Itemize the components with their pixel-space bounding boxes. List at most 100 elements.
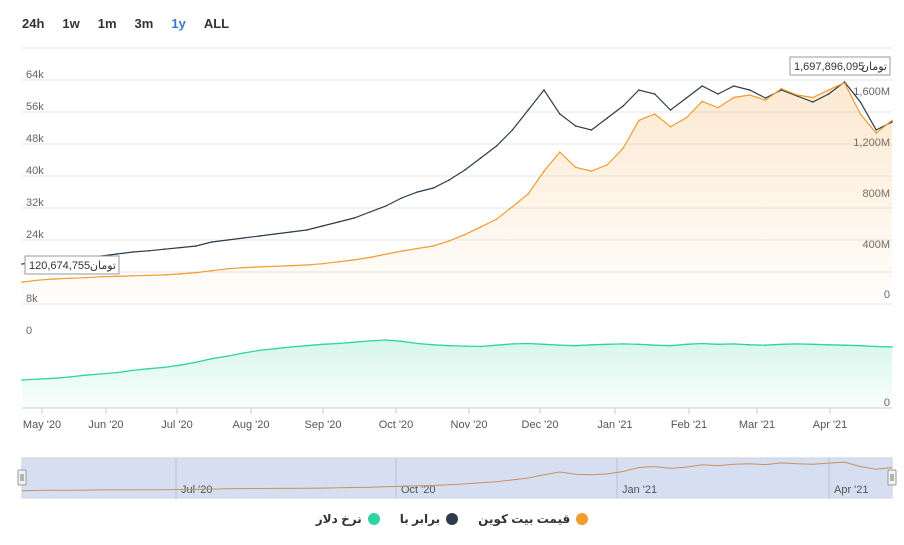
dollar-point	[733, 343, 735, 345]
range-24h-button[interactable]: 24h	[22, 16, 45, 31]
dollar-point	[495, 344, 498, 347]
dollar-point	[590, 343, 593, 346]
range-1m-button[interactable]: 1m	[97, 16, 117, 31]
equal-point	[179, 246, 181, 249]
legend-dollar[interactable]: نرخ دلار	[316, 512, 380, 526]
range-selector: 24h 1w 1m 3m 1y ALL	[22, 14, 247, 33]
dollar-point	[796, 343, 798, 345]
price-point	[827, 89, 830, 91]
equal-point	[464, 169, 466, 171]
equal-point	[827, 93, 830, 95]
equal-point	[385, 205, 387, 207]
price-point	[242, 266, 245, 269]
dollar-point	[147, 367, 150, 370]
equal-point	[369, 211, 371, 213]
equal-series-line	[21, 81, 893, 265]
navigator-tick: Jan '21	[622, 484, 657, 496]
legend-equal-label: برابر با	[399, 512, 441, 526]
price-point	[685, 117, 688, 119]
equal-point	[527, 109, 529, 111]
price-point	[432, 245, 435, 247]
x-tick-label: Feb '21	[671, 419, 707, 431]
navigator-right-handle	[887, 469, 897, 486]
chart-legend: قیمت بیت کوین برابر با نرخ دلار	[0, 512, 904, 526]
equal-point	[669, 109, 672, 111]
tooltip-min-unit: تومان	[90, 260, 116, 272]
dollar-point	[52, 377, 55, 380]
tooltip-max-unit: تومان	[861, 61, 887, 73]
price-point	[100, 275, 102, 278]
dollar-point	[527, 342, 529, 345]
dollar-point	[84, 374, 87, 377]
dollar-point	[274, 347, 276, 350]
price-point	[574, 166, 577, 169]
dollar-point	[827, 343, 830, 346]
dollar-point	[891, 346, 893, 348]
equal-point	[574, 125, 577, 127]
dollar-point	[638, 343, 640, 346]
range-1w-button[interactable]: 1w	[62, 16, 80, 31]
equal-point	[131, 251, 134, 253]
dollar-point	[131, 369, 134, 372]
equal-point	[211, 241, 213, 243]
price-point	[812, 96, 814, 99]
dollar-point	[21, 379, 23, 381]
legend-price-label: قیمت بیت کوین	[478, 512, 571, 526]
dollar-point	[116, 371, 118, 374]
equal-point	[559, 113, 561, 115]
tooltip-min-box	[24, 255, 120, 275]
price-point	[400, 250, 403, 252]
dollar-point	[511, 343, 514, 345]
legend-price-dot	[576, 513, 589, 525]
price-point	[37, 279, 39, 282]
price-point	[748, 94, 751, 96]
equal-point	[321, 225, 324, 227]
dollar-point	[859, 344, 862, 347]
x-tick-label: Jul '20	[161, 419, 192, 431]
price-point	[606, 163, 609, 166]
price-point	[495, 218, 498, 221]
range-1y-button[interactable]: 1y	[171, 16, 186, 31]
dollar-point	[226, 355, 229, 357]
price-point	[559, 151, 561, 153]
x-tick-label: Dec '20	[522, 419, 559, 431]
dollar-point	[622, 343, 624, 345]
x-tick-label: Nov '20	[451, 419, 488, 431]
price-point	[163, 274, 166, 276]
equal-point	[195, 245, 197, 247]
left-axis-tick: 0	[26, 325, 32, 337]
legend-price[interactable]: قیمت بیت کوین	[478, 512, 589, 526]
price-point	[511, 205, 514, 208]
price-point	[590, 170, 593, 172]
dollar-point	[764, 344, 767, 347]
equal-point	[479, 157, 482, 159]
equal-point	[590, 129, 593, 131]
equal-point	[495, 145, 498, 147]
equal-point	[400, 197, 403, 199]
dollar-point	[211, 357, 213, 360]
price-point	[369, 256, 371, 259]
legend-equal[interactable]: برابر با	[399, 512, 459, 526]
equal-point	[432, 187, 435, 189]
left-axis-tick: 48k	[26, 133, 44, 145]
equal-point	[891, 121, 893, 123]
price-point	[701, 100, 703, 103]
price-point	[669, 125, 672, 128]
right-axis-tick: 1,600M	[853, 86, 890, 98]
dollar-point	[543, 343, 545, 346]
navigator-left-handle	[17, 469, 27, 486]
range-3m-button[interactable]: 3m	[134, 16, 154, 31]
dollar-point	[369, 340, 371, 342]
price-point	[131, 274, 134, 277]
dollar-point	[843, 344, 846, 347]
price-point	[780, 87, 783, 90]
dollar-point	[432, 343, 435, 346]
equal-point	[859, 101, 862, 103]
navigator-series-line	[21, 461, 893, 492]
price-point	[147, 274, 150, 277]
equal-point	[780, 89, 783, 91]
price-point	[733, 96, 735, 99]
equal-point	[717, 93, 719, 95]
range-all-button[interactable]: ALL	[203, 16, 230, 31]
dollar-point	[305, 344, 308, 347]
